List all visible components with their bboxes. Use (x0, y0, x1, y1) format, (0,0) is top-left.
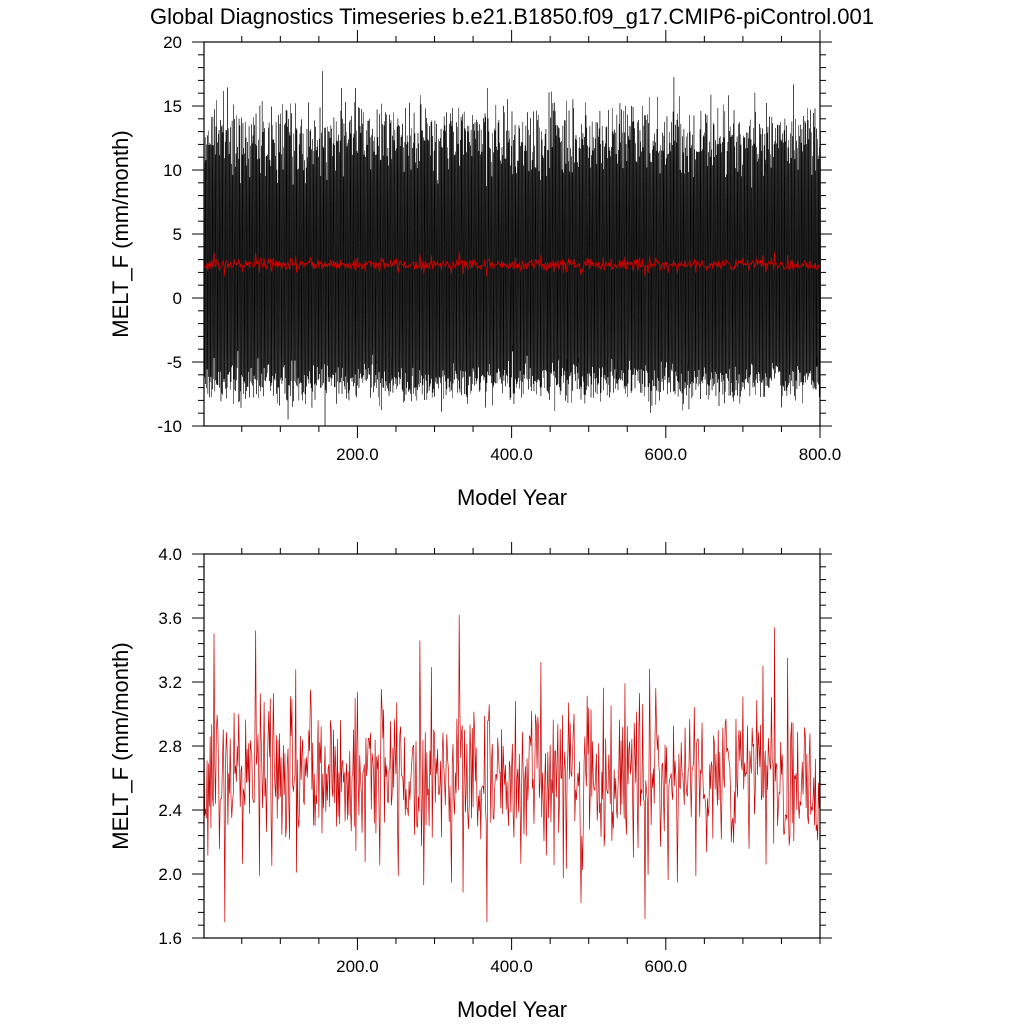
chart-title: Global Diagnostics Timeseries b.e21.B185… (150, 4, 874, 29)
bottom-panel-ticks: 1.6 2.0 2.4 2.8 3.2 3.6 4.0 200.0 400.0 600.0 (158, 542, 832, 976)
monthly-series-line (203, 70, 821, 427)
y-tick-label: 15 (163, 97, 182, 116)
x-tick-label: 200.0 (336, 957, 379, 976)
top-panel-x-axis-title: Model Year (457, 485, 567, 510)
y-tick-label: 3.6 (158, 609, 182, 628)
x-tick-label: 400.0 (490, 957, 533, 976)
top-panel: -10 -5 0 5 10 15 20 200.0 400.0 600.0 800.0 Model … (108, 30, 841, 510)
bottom-panel-y-axis-title: MELT_F (mm/month) (108, 642, 133, 849)
y-tick-label: 5 (173, 225, 182, 244)
top-panel-y-axis-title: MELT_F (mm/month) (108, 130, 133, 337)
top-panel-ticks: -10 -5 0 5 10 15 20 200.0 400.0 600.0 800.0 (157, 30, 841, 464)
bottom-panel-series (203, 614, 821, 923)
x-tick-label: 600.0 (645, 957, 688, 976)
y-tick-label: 20 (163, 33, 182, 52)
annual-mean-series-line (203, 614, 821, 923)
y-tick-label: -10 (157, 417, 182, 436)
y-tick-label: 2.0 (158, 865, 182, 884)
y-tick-label: 2.4 (158, 801, 182, 820)
y-tick-label: 2.8 (158, 737, 182, 756)
y-tick-label: 4.0 (158, 545, 182, 564)
x-tick-label: 800.0 (799, 445, 842, 464)
x-tick-label: 200.0 (336, 445, 379, 464)
annual-mean-series-line (203, 251, 821, 277)
x-tick-label: 600.0 (645, 445, 688, 464)
top-panel-series (203, 70, 821, 427)
y-tick-label: -5 (167, 353, 182, 372)
bottom-panel-x-axis-title: Model Year (457, 997, 567, 1022)
y-tick-label: 0 (173, 289, 182, 308)
y-tick-label: 10 (163, 161, 182, 180)
bottom-panel: 1.6 2.0 2.4 2.8 3.2 3.6 4.0 200.0 400.0 600.0 Mod… (108, 542, 832, 1022)
y-tick-label: 3.2 (158, 673, 182, 692)
y-tick-label: 1.6 (158, 929, 182, 948)
x-tick-label: 400.0 (490, 445, 533, 464)
